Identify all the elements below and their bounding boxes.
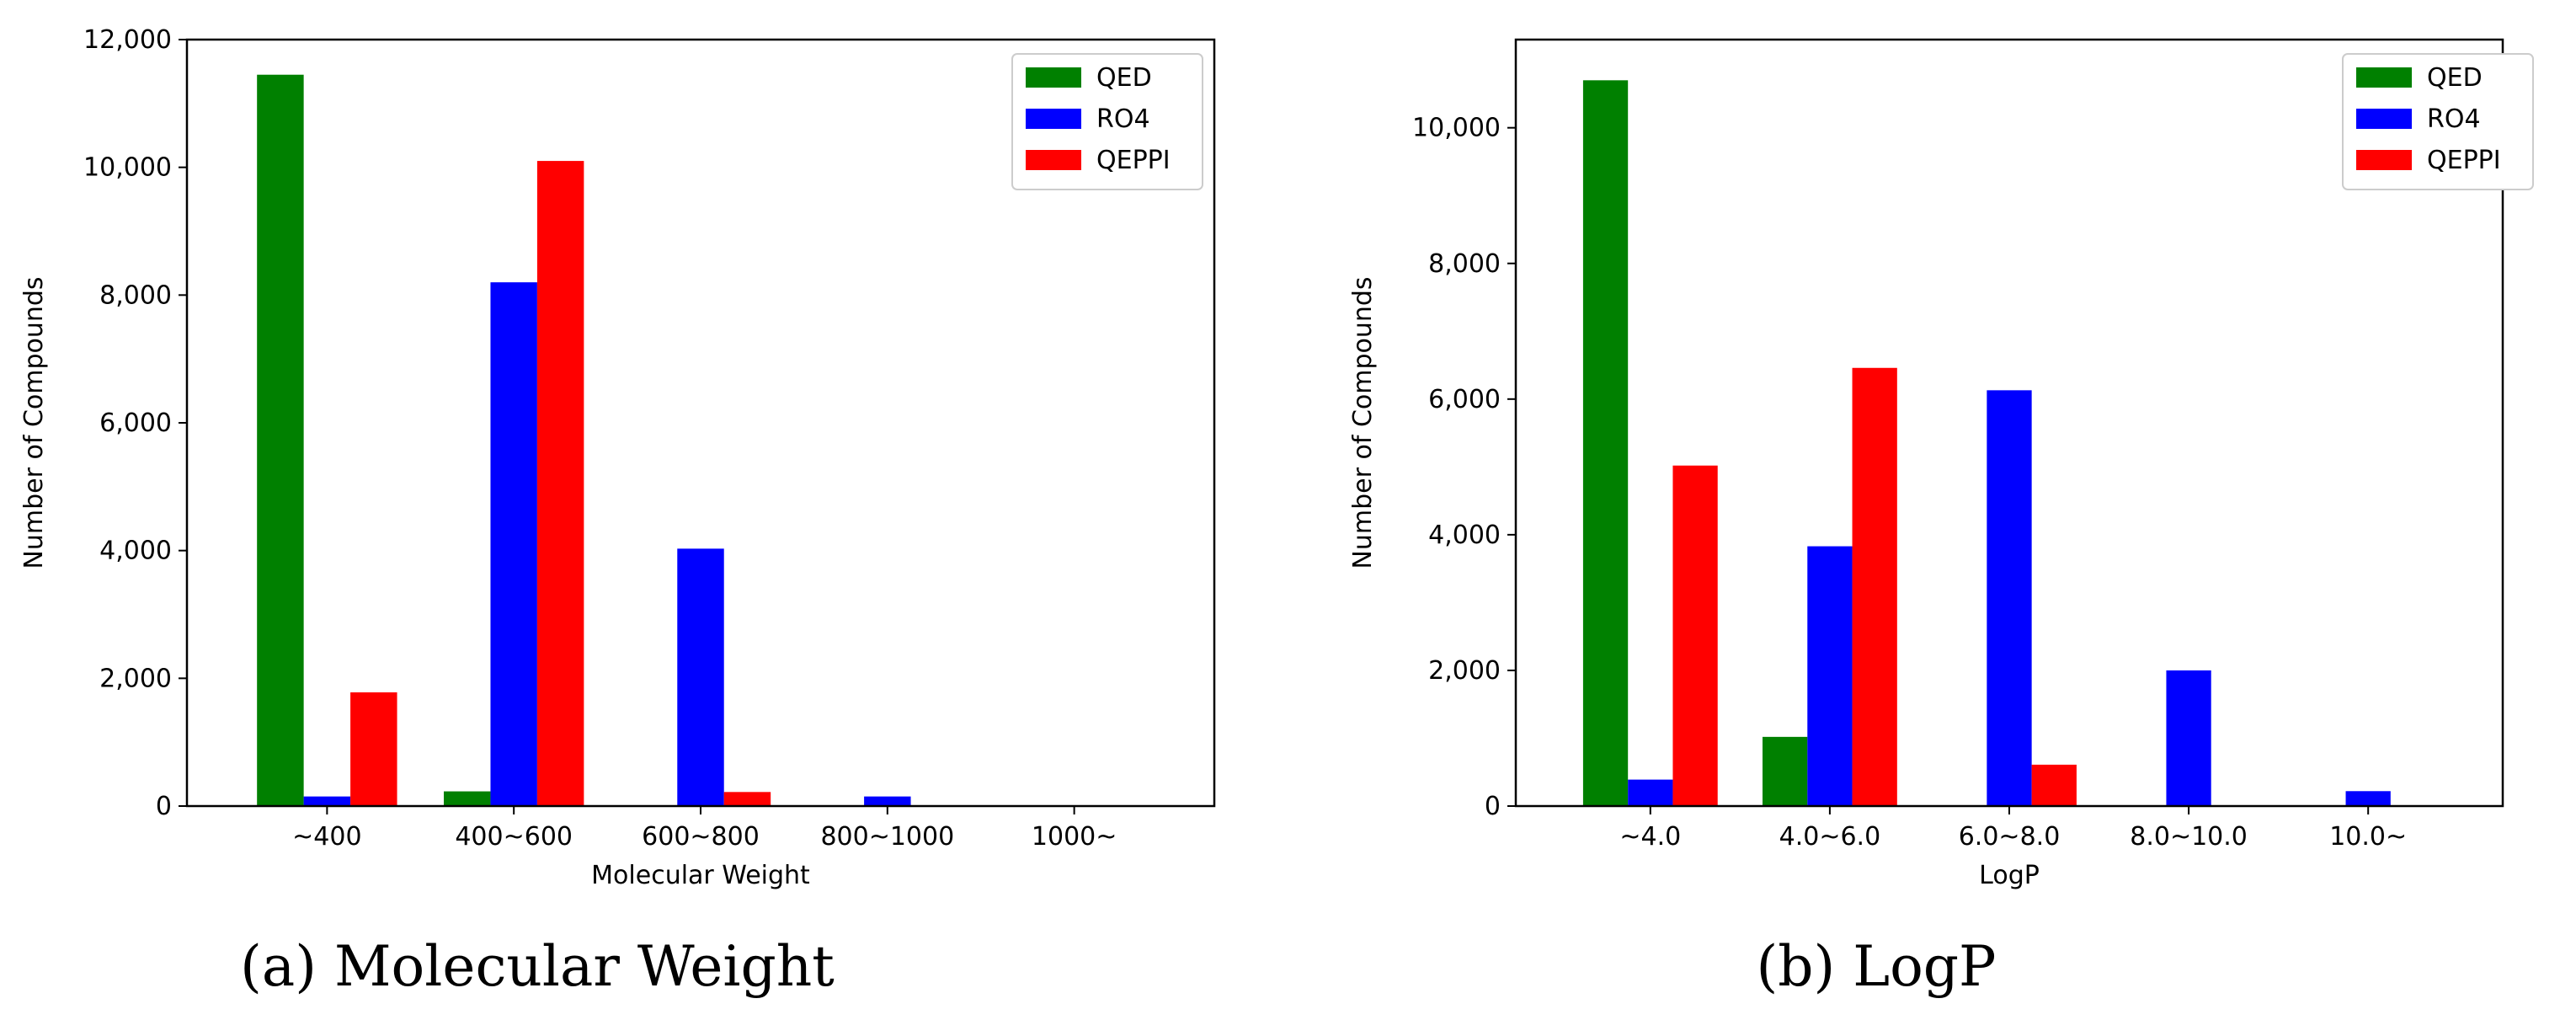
bar-ro4-0 [1628,779,1673,806]
legend-label-ro4: RO4 [1096,104,1150,134]
bar-qeppi-2 [2031,764,2077,806]
y-tick-label: 8,000 [99,280,172,310]
x-tick-label: 8.0~10.0 [2130,822,2248,852]
legend-label-qed: QED [1096,63,1152,93]
y-tick-label: 2,000 [1428,656,1501,686]
legend-swatch-qeppi [1026,150,1081,170]
legend-label-qeppi: QEPPI [1096,146,1171,175]
bar-ro4-0 [303,796,351,806]
x-tick-label: 400~600 [455,822,573,852]
y-axis-label: Number of Compounds [19,276,49,569]
legend-label-qed: QED [2427,63,2483,93]
y-tick-label: 10,000 [1412,114,1501,143]
y-axis-label: Number of Compounds [1348,276,1378,569]
x-tick-label: 800~1000 [820,822,954,852]
x-tick-label: 6.0~8.0 [1959,822,2061,852]
y-tick-label: 6,000 [99,409,172,438]
x-axis-label: Molecular Weight [591,861,810,890]
bar-qed-0 [257,74,304,807]
bar-qeppi-2 [723,792,771,806]
legend-swatch-ro4 [2356,109,2412,129]
y-tick-label: 8,000 [1428,249,1501,279]
x-axis-label: LogP [1979,861,2040,890]
x-tick-label: 4.0~6.0 [1779,822,1881,852]
x-tick-label: ~4.0 [1619,822,1681,852]
bar-qeppi-1 [536,161,584,807]
bar-ro4-2 [677,548,724,806]
x-tick-label: 600~800 [642,822,760,852]
y-tick-label: 2,000 [99,664,172,693]
y-tick-label: 4,000 [99,537,172,566]
legend-swatch-qed [1026,67,1081,88]
bar-ro4-1 [1807,546,1853,806]
x-tick-label: ~400 [292,822,361,852]
bar-qeppi-0 [1672,465,1718,806]
figure-caption: (a) Molecular Weight [240,934,835,999]
legend-label-ro4: RO4 [2427,104,2481,134]
bar-ro4-3 [864,796,911,806]
y-tick-label: 6,000 [1428,385,1501,414]
y-tick-label: 4,000 [1428,521,1501,550]
bar-qeppi-0 [350,692,397,806]
bar-qeppi-1 [1852,367,1897,806]
y-tick-label: 12,000 [83,25,172,55]
legend-swatch-ro4 [1026,109,1081,129]
legend-label-qeppi: QEPPI [2427,146,2501,175]
x-tick-label: 1000~ [1032,822,1117,852]
bar-ro4-1 [490,282,537,807]
legend-swatch-qed [2356,67,2412,88]
x-tick-label: 10.0~ [2329,822,2407,852]
chart-logp: 0 2,000 4,000 6,000 8,000 10,000 ~4.0 4.0~6.0 6.… [1348,38,2534,999]
bar-ro4-4 [2345,791,2391,806]
bar-qed-0 [1582,80,1629,806]
bar-qed-1 [1763,736,1808,806]
figure-caption: (b) LogP [1757,934,1997,999]
y-tick-label: 0 [156,792,172,821]
chart-molecular-weight: 0 2,000 4,000 6,000 8,000 10,000 12,000 ~400 400… [19,25,1216,999]
legend-swatch-qeppi [2356,150,2412,170]
bar-ro4-2 [1987,390,2032,806]
y-tick-label: 10,000 [83,153,172,183]
y-tick-label: 0 [1485,792,1501,821]
bar-qed-1 [444,791,491,806]
bar-ro4-3 [2166,670,2211,806]
